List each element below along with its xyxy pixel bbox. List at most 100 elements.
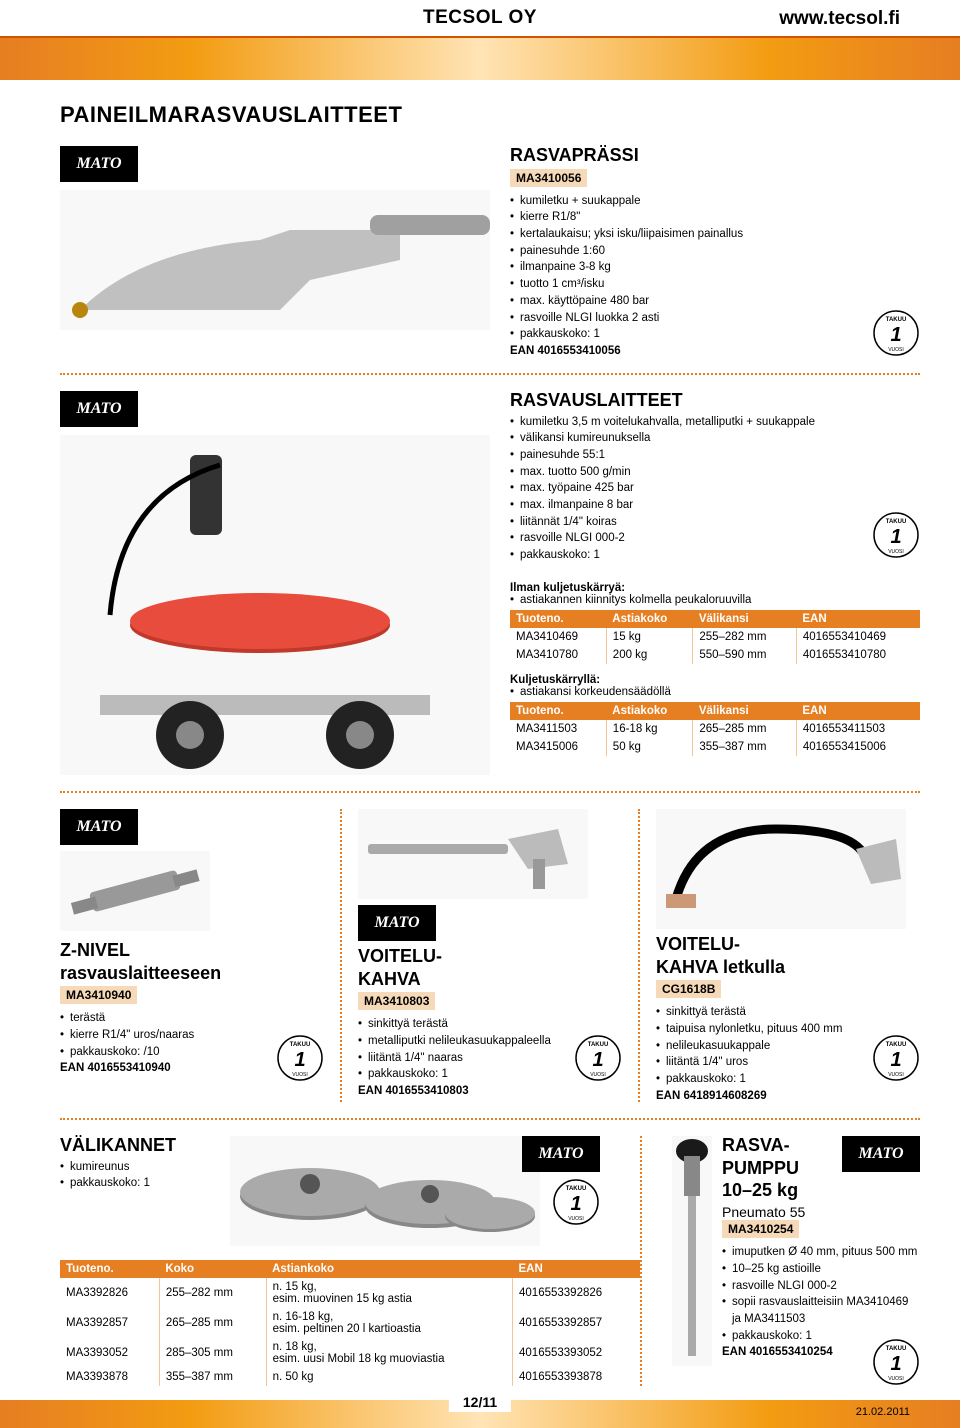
spec-item: painesuhde 1:60 xyxy=(510,243,920,260)
table-row: MA341046915 kg255–282 mm4016553410469 xyxy=(510,628,920,646)
table-cell: 355–387 mm xyxy=(159,1368,266,1386)
table-cell: 4016553415006 xyxy=(796,738,920,756)
spec-item: tuotto 1 cm³/isku xyxy=(510,276,920,293)
product-specs: kumiletku 3,5 m voitelukahvalla, metalli… xyxy=(510,414,920,564)
table-row: MA3392826255–282 mmn. 15 kg, esim. muovi… xyxy=(60,1278,640,1308)
svg-text:TAKUU: TAKUU xyxy=(886,1042,907,1048)
product-title: RASVAPRÄSSI xyxy=(510,146,920,166)
table-cell: 4016553411503 xyxy=(796,720,920,738)
table-header: Koko xyxy=(159,1260,266,1278)
gradient-bar xyxy=(0,38,960,80)
mato-logo: MATO xyxy=(358,905,436,941)
table-cell: 200 kg xyxy=(606,646,693,664)
spec-item: rasvoille NLGI 000-2 xyxy=(722,1278,920,1295)
spec-item: sinkittyä terästä xyxy=(358,1016,622,1033)
table-row: MA3393052285–305 mmn. 18 kg, esim. uusi … xyxy=(60,1338,640,1368)
product-title: 10–25 kg xyxy=(722,1181,805,1201)
spec-item: max. tuotto 500 g/min xyxy=(510,464,920,481)
svg-text:1: 1 xyxy=(570,1193,581,1215)
page-header: TECSOL OY www.tecsol.fi xyxy=(0,0,960,38)
svg-text:1: 1 xyxy=(890,1353,901,1375)
table-header: Tuoteno. xyxy=(510,610,606,628)
svg-text:VUOSI: VUOSI xyxy=(292,1072,308,1078)
svg-text:1: 1 xyxy=(890,1049,901,1071)
warranty-badge-icon: TAKUU1VUOSI xyxy=(872,1034,920,1082)
spec-item: pakkauskoko: 1 xyxy=(510,326,920,343)
table-row: MA341500650 kg355–387 mm4016553415006 xyxy=(510,738,920,756)
table-subnote: astiakansi korkeudensäädöllä xyxy=(510,686,920,698)
table-subnote: astiakannen kiinnitys kolmella peukaloru… xyxy=(510,594,920,606)
product-specs: kumireunuspakkauskoko: 1 xyxy=(60,1159,210,1192)
product-title: VOITELU- xyxy=(358,947,622,967)
table-cell: MA3411503 xyxy=(510,720,606,738)
table-header: EAN xyxy=(513,1260,640,1278)
product-model: MA3410056 xyxy=(510,169,587,187)
spec-item: kertalaukaisu; yksi isku/liipaisimen pai… xyxy=(510,226,920,243)
product-table: Tuoteno.KokoAstiankokoEAN MA3392826255–2… xyxy=(60,1260,640,1386)
product-subtitle: KAHVA xyxy=(358,970,622,990)
spec-item: max. käyttöpaine 480 bar xyxy=(510,293,920,310)
warranty-badge-icon: TAKUU1VUOSI xyxy=(276,1034,324,1082)
product-image-rasvauslaitteet xyxy=(60,435,490,775)
warranty-badge-icon: TAKUU1VUOSI xyxy=(872,1338,920,1386)
table-cell: n. 50 kg xyxy=(266,1368,512,1386)
mato-logo: MATO xyxy=(60,391,138,427)
spec-item: painesuhde 55:1 xyxy=(510,447,920,464)
table-cell: 4016553392857 xyxy=(513,1308,640,1338)
warranty-badge-icon: TAKUU1VUOSI xyxy=(552,1178,600,1226)
mato-logo: MATO xyxy=(60,146,138,182)
svg-text:1: 1 xyxy=(890,526,901,548)
spec-item: sinkittyä terästä xyxy=(656,1004,920,1021)
spec-item: kierre R1/8" xyxy=(510,209,920,226)
table-cell: n. 16-18 kg, esim. peltinen 20 l kartioa… xyxy=(266,1308,512,1338)
table-cell: MA3415006 xyxy=(510,738,606,756)
product-ean: EAN 4016553410056 xyxy=(510,345,920,357)
table-cell: n. 15 kg, esim. muovinen 15 kg astia xyxy=(266,1278,512,1308)
svg-text:VUOSI: VUOSI xyxy=(888,347,904,353)
footer-date: 21.02.2011 xyxy=(856,1406,910,1418)
section-title: PAINEILMARASVAUSLAITTEET xyxy=(60,102,920,128)
spec-item: sopii rasvauslaitteisiin MA3410469 ja MA… xyxy=(722,1294,920,1327)
spec-item: kumireunus xyxy=(60,1159,210,1176)
product-title: VOITELU- xyxy=(656,935,920,955)
product-model: CG1618B xyxy=(656,980,721,998)
svg-text:TAKUU: TAKUU xyxy=(886,519,907,525)
spec-item: max. ilmanpaine 8 bar xyxy=(510,497,920,514)
product-subtitle: rasvauslaitteeseen xyxy=(60,964,324,984)
table-header: EAN xyxy=(796,702,920,720)
svg-text:VUOSI: VUOSI xyxy=(888,549,904,555)
table-cell: 4016553392826 xyxy=(513,1278,640,1308)
product-title: RASVA- xyxy=(722,1136,805,1156)
svg-text:VUOSI: VUOSI xyxy=(590,1072,606,1078)
table-cell: MA3393878 xyxy=(60,1368,159,1386)
table-row: MA3393878355–387 mmn. 50 kg4016553393878 xyxy=(60,1368,640,1386)
warranty-badge-icon: TAKUU1VUOSI xyxy=(872,511,920,559)
spec-item: kumiletku 3,5 m voitelukahvalla, metalli… xyxy=(510,414,920,431)
page-number: 12/11 xyxy=(449,1392,511,1412)
table-header: EAN xyxy=(796,610,920,628)
table-row: MA341150316-18 kg265–285 mm4016553411503 xyxy=(510,720,920,738)
product-title: RASVAUSLAITTEET xyxy=(510,391,920,411)
table-cell: 4016553393052 xyxy=(513,1338,640,1368)
spec-item: terästä xyxy=(60,1010,324,1027)
table-cell: MA3410469 xyxy=(510,628,606,646)
table-cell: 255–282 mm xyxy=(693,628,797,646)
product-subtitle: KAHVA letkulla xyxy=(656,958,920,978)
svg-text:VUOSI: VUOSI xyxy=(888,1376,904,1382)
table-header: Välikansi xyxy=(693,702,797,720)
product-subtitle: Pneumato 55 xyxy=(722,1204,805,1220)
svg-text:1: 1 xyxy=(890,324,901,346)
table-cell: n. 18 kg, esim. uusi Mobil 18 kg muovias… xyxy=(266,1338,512,1368)
product-image-voitelukahva xyxy=(358,809,588,899)
table-cell: 50 kg xyxy=(606,738,693,756)
company-url: www.tecsol.fi xyxy=(779,8,900,30)
mato-logo: MATO xyxy=(522,1136,600,1172)
warranty-badge-icon: TAKUU1VUOSI xyxy=(574,1034,622,1082)
spec-item: rasvoille NLGI 000-2 xyxy=(510,530,920,547)
table-cell: 16-18 kg xyxy=(606,720,693,738)
product-image-voitelukahva-letku xyxy=(656,809,906,929)
table-header: Astiakoko xyxy=(606,702,693,720)
spec-item: max. työpaine 425 bar xyxy=(510,480,920,497)
table-row: MA3392857265–285 mmn. 16-18 kg, esim. pe… xyxy=(60,1308,640,1338)
table-header: Tuoteno. xyxy=(510,702,606,720)
